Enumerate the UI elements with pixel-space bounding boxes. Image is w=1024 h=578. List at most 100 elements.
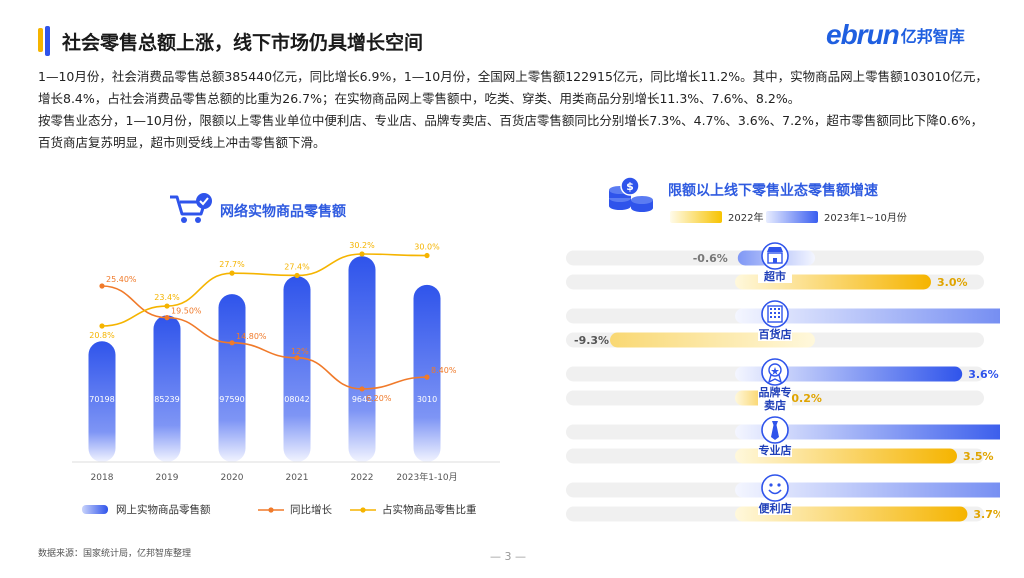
legend-swatch-bar — [82, 505, 108, 514]
building-icon — [761, 300, 789, 328]
bar-2023-label: 3.6% — [968, 368, 999, 381]
share-label: 30.0% — [414, 243, 440, 252]
share-point — [99, 323, 105, 329]
category-label: 便利店 — [759, 501, 792, 515]
share-label: 27.4% — [284, 262, 310, 271]
bar-2023 — [735, 308, 1000, 324]
legend-swatch-2022 — [670, 210, 722, 223]
svg-text:$: $ — [626, 180, 634, 193]
logo-wordmark: ebrun — [826, 19, 900, 50]
bar-2023-label: -0.6% — [693, 252, 728, 265]
share-point — [424, 252, 430, 259]
data-source: 数据来源：国家统计局，亿邦智库整理 — [38, 549, 192, 559]
x-tick-label: 2019 — [156, 473, 179, 483]
growth-label: 14.80% — [236, 332, 267, 341]
bar-2022-label: -9.3% — [574, 334, 609, 347]
category-label-bg — [758, 328, 792, 341]
page-number: — 3 — — [490, 550, 526, 563]
category-label: 百货店 — [759, 327, 792, 341]
growth-point — [359, 386, 365, 392]
bar-2022 — [735, 506, 968, 522]
share-point — [294, 272, 300, 279]
category-label-bg — [758, 444, 792, 457]
page-title: 社会零售总额上涨，线下市场仍具增长空间 — [62, 32, 424, 54]
smile-icon — [761, 474, 789, 502]
growth-label: 25.40% — [106, 275, 137, 284]
x-tick-label: 2018 — [91, 473, 114, 483]
bar-value-label: 70198 — [89, 395, 114, 404]
title-accent-bar-blue — [45, 26, 50, 56]
category-label-bg — [758, 386, 792, 399]
category-label: 超市 — [763, 269, 786, 283]
growth-point — [164, 315, 170, 321]
bar-2022-label: 3.7% — [973, 508, 1000, 521]
bar-value-label: 3010 — [417, 395, 437, 404]
category-label: 卖店 — [764, 398, 786, 412]
legend-label-share: 占实物商品零售比重 — [382, 503, 477, 516]
right-chart-header: $ 限额以上线下零售业态零售额增速 — [606, 176, 878, 220]
growth-label: 19.50% — [171, 307, 202, 316]
bar-value-label: 97590 — [219, 395, 244, 404]
bar-value-label: 9642 — [352, 395, 372, 404]
online-retail-chart: 70198 85239 97590 08042 9642 3010 25.40% 19.50%… — [72, 241, 500, 516]
growth-label: 12% — [291, 347, 309, 356]
intro-paragraph-2: 按零售业态分，1—10月份，限额以上零售业单位中便利店、专业店、品牌专卖店、百货… — [38, 113, 984, 150]
category-label-bg — [758, 270, 792, 283]
growth-point — [99, 283, 105, 289]
category-label: 品牌专 — [759, 385, 792, 399]
growth-point — [229, 340, 235, 346]
category-label-bg — [758, 399, 792, 412]
growth-line — [101, 285, 428, 390]
x-tick-label: 2021 — [286, 473, 309, 483]
offline-retail-growth-chart: -0.6%3.0%超市7.2%-9.3%百货店3.6%0.2%品牌专卖店4.7%… — [566, 242, 1000, 522]
badge-icon — [761, 358, 789, 386]
bar-online-retail — [413, 284, 441, 462]
share-point — [229, 270, 235, 276]
legend-marker-share — [360, 507, 366, 513]
category-label: 专业店 — [759, 443, 792, 457]
bar-online-retail — [283, 276, 311, 462]
growth-label: 6.20% — [366, 394, 392, 403]
intro-paragraph-1: 1—10月份，社会消费品零售总额385440亿元，同比增长6.9%，1—10月份… — [38, 69, 988, 106]
bar-online-retail — [218, 294, 246, 462]
legend-marker-growth — [268, 507, 274, 513]
cart-check-icon — [168, 192, 214, 230]
bar-online-retail — [88, 341, 116, 462]
legend-2022: 2022年 — [670, 209, 763, 224]
legend-label-2022: 2022年 — [728, 213, 764, 224]
right-chart-title: 限额以上线下零售业态零售额增速 — [668, 183, 878, 199]
category-label-bg — [758, 502, 792, 515]
bar-2023 — [735, 424, 1000, 440]
bar-2022-label: 3.5% — [963, 450, 994, 463]
legend-2023: 2023年1~10月份 — [766, 209, 907, 224]
legend-label-bar: 网上实物商品零售额 — [116, 503, 211, 516]
share-label: 30.2% — [349, 241, 375, 250]
bar-value-label: 85239 — [154, 395, 179, 404]
left-chart-header: 网络实物商品零售额 — [168, 192, 346, 230]
share-point — [359, 251, 365, 257]
share-point — [164, 303, 170, 309]
shop-icon — [761, 242, 789, 270]
intro-text: 1—10月份，社会消费品零售总额385440亿元，同比增长6.9%，1—10月份… — [38, 66, 988, 154]
growth-label: 8.40% — [431, 366, 457, 375]
share-label: 23.4% — [154, 293, 180, 302]
growth-point — [294, 355, 300, 361]
title-accent-bar-yellow — [38, 28, 43, 52]
x-tick-label: 2022 — [351, 473, 374, 483]
share-label: 20.8% — [89, 331, 115, 340]
legend-label-2023: 2023年1~10月份 — [824, 213, 907, 224]
legend-swatch-2023 — [766, 210, 818, 223]
x-tick-label: 2020 — [221, 473, 244, 483]
bar-2022-label: 3.0% — [937, 276, 968, 289]
bar-online-retail — [348, 256, 376, 462]
x-tick-label: 2023年1-10月 — [396, 471, 457, 483]
logo-cn-text: 亿邦智库 — [900, 27, 965, 46]
coins-icon: $ — [606, 176, 658, 220]
share-label: 27.7% — [219, 260, 245, 269]
bar-value-label: 08042 — [284, 395, 309, 404]
growth-point — [424, 374, 430, 380]
share-line — [101, 253, 428, 327]
legend-label-growth: 同比增长 — [290, 503, 332, 516]
bar-online-retail — [153, 315, 181, 462]
tie-icon — [761, 416, 789, 444]
